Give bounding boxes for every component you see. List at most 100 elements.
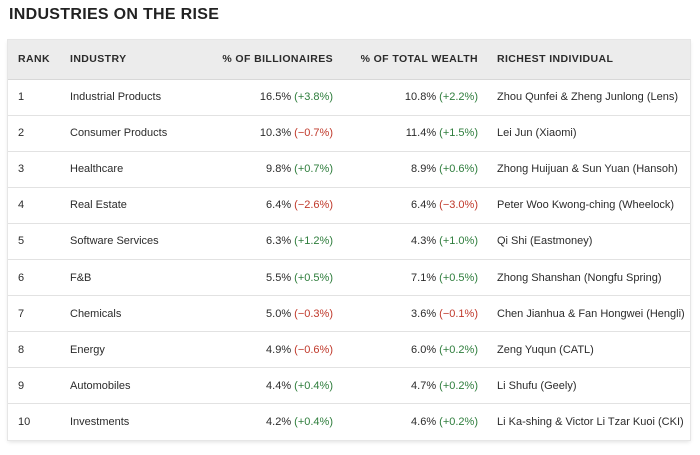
- table-row: 4 Real Estate 6.4% (−2.6%) 6.4% (−3.0%) Pete…: [8, 187, 690, 224]
- industry-cell: Industrial Products: [70, 91, 162, 104]
- pct-billionaires-cell: 5.0% (−0.3%): [188, 296, 333, 332]
- table-row: 3 Healthcare 9.8% (+0.7%) 8.9% (+0.6%) Zhong…: [8, 151, 690, 188]
- industry-cell: Automobiles: [70, 379, 131, 392]
- table-body: 1 Industrial Products 16.5% (+3.8%) 10.8% (…: [8, 79, 690, 440]
- richest-individual-cell: Zhou Qunfei & Zheng Junlong (Lens): [497, 91, 679, 104]
- pct-billionaires-change: (−0.3%): [294, 307, 333, 320]
- pct-wealth-cell: 4.7% (+0.2%): [333, 368, 478, 404]
- pct-billionaires-cell: 4.9% (−0.6%): [188, 332, 333, 368]
- pct-billionaires-value: 10.3%: [259, 127, 292, 140]
- column-header-pct-billionaires: % OF BILLIONAIRES: [188, 40, 333, 80]
- pct-wealth-cell: 8.9% (+0.6%): [333, 151, 478, 187]
- rank-cell: 3: [18, 163, 25, 176]
- pct-billionaires-cell: 4.2% (+0.4%): [188, 404, 333, 440]
- pct-billionaires-change: (+0.4%): [294, 416, 333, 429]
- industry-cell: Software Services: [70, 235, 159, 248]
- table-row: 2 Consumer Products 10.3% (−0.7%) 11.4% (+1…: [8, 115, 690, 152]
- pct-wealth-change: (+1.5%): [439, 127, 478, 140]
- pct-wealth-change: (+0.2%): [439, 343, 478, 356]
- pct-wealth-value: 4.3%: [411, 235, 437, 248]
- pct-wealth-cell: 4.3% (+1.0%): [333, 223, 478, 259]
- richest-individual-cell: Li Shufu (Geely): [497, 379, 577, 392]
- pct-billionaires-value: 4.4%: [266, 379, 292, 392]
- pct-wealth-value: 7.1%: [411, 271, 437, 284]
- pct-billionaires-value: 5.0%: [266, 307, 292, 320]
- richest-individual-cell: Li Ka-shing & Victor Li Tzar Kuoi (CKI): [497, 416, 684, 429]
- industry-cell: F&B: [70, 271, 92, 284]
- rank-cell: 1: [18, 91, 25, 104]
- column-header-industry: INDUSTRY: [70, 40, 188, 80]
- pct-wealth-value: 10.8%: [404, 91, 437, 104]
- pct-billionaires-cell: 5.5% (+0.5%): [188, 259, 333, 295]
- pct-wealth-cell: 11.4% (+1.5%): [333, 115, 478, 151]
- pct-billionaires-change: (−0.7%): [294, 127, 333, 140]
- richest-individual-cell: Lei Jun (Xiaomi): [497, 127, 577, 140]
- richest-individual-cell: Zhong Shanshan (Nongfu Spring): [497, 271, 662, 284]
- column-header-rank: RANK: [8, 40, 70, 80]
- header-row: RANK INDUSTRY % OF BILLIONAIRES % OF TOT…: [8, 40, 690, 80]
- pct-wealth-change: (+0.5%): [439, 271, 478, 284]
- pct-wealth-value: 6.0%: [411, 343, 437, 356]
- pct-wealth-change: (+0.2%): [439, 416, 478, 429]
- richest-individual-cell: Chen Jianhua & Fan Hongwei (Hengli): [497, 307, 685, 320]
- pct-wealth-value: 8.9%: [411, 163, 437, 176]
- pct-billionaires-cell: 9.8% (+0.7%): [188, 151, 333, 187]
- table-row: 7 Chemicals 5.0% (−0.3%) 3.6% (−0.1%) Chen J…: [8, 296, 690, 332]
- column-header-richest: RICHEST INDIVIDUAL: [478, 40, 690, 80]
- industry-cell: Energy: [70, 343, 105, 356]
- pct-wealth-change: (+1.0%): [439, 235, 478, 248]
- pct-billionaires-change: (+3.8%): [294, 91, 333, 104]
- pct-billionaires-change: (+0.4%): [294, 379, 333, 392]
- table-row: 6 F&B 5.5% (+0.5%) 7.1% (+0.5%) Zhong Shansh…: [8, 259, 690, 296]
- table-row: 1 Industrial Products 16.5% (+3.8%) 10.8% (…: [8, 79, 690, 116]
- richest-individual-cell: Peter Woo Kwong-ching (Wheelock): [497, 199, 675, 212]
- pct-billionaires-value: 6.3%: [266, 235, 292, 248]
- table-row: 5 Software Services 6.3% (+1.2%) 4.3% (+1.0…: [8, 223, 690, 260]
- pct-billionaires-value: 4.2%: [266, 416, 292, 429]
- pct-billionaires-cell: 6.4% (−2.6%): [188, 187, 333, 223]
- rank-cell: 8: [18, 343, 25, 356]
- pct-wealth-change: (+2.2%): [439, 91, 478, 104]
- pct-billionaires-value: 9.8%: [266, 163, 292, 176]
- pct-billionaires-change: (−2.6%): [294, 199, 333, 212]
- rank-cell: 9: [18, 379, 25, 392]
- pct-billionaires-cell: 10.3% (−0.7%): [188, 115, 333, 151]
- pct-wealth-value: 4.7%: [411, 379, 437, 392]
- pct-wealth-change: (−0.1%): [439, 307, 478, 320]
- pct-billionaires-value: 6.4%: [266, 199, 292, 212]
- rank-cell: 5: [18, 235, 25, 248]
- pct-wealth-value: 3.6%: [411, 307, 437, 320]
- page-title: INDUSTRIES ON THE RISE: [9, 6, 220, 23]
- industry-cell: Healthcare: [70, 163, 124, 176]
- rank-cell: 4: [18, 199, 25, 212]
- industry-cell: Real Estate: [70, 199, 127, 212]
- table-row: 8 Energy 4.9% (−0.6%) 6.0% (+0.2%) Zeng Yuqu…: [8, 332, 690, 368]
- pct-wealth-cell: 3.6% (−0.1%): [333, 296, 478, 332]
- pct-wealth-cell: 4.6% (+0.2%): [333, 404, 478, 440]
- pct-wealth-cell: 7.1% (+0.5%): [333, 259, 478, 295]
- rank-cell: 6: [18, 271, 25, 284]
- table-row: 10 Investments 4.2% (+0.4%) 4.6% (+0.2%) Li …: [8, 404, 690, 440]
- richest-individual-cell: Zeng Yuqun (CATL): [497, 343, 594, 356]
- pct-wealth-change: (−3.0%): [439, 199, 478, 212]
- pct-wealth-cell: 10.8% (+2.2%): [333, 79, 478, 115]
- industries-table: RANK INDUSTRY % OF BILLIONAIRES % OF TOT…: [8, 40, 690, 440]
- rank-cell: 10: [18, 416, 31, 429]
- pct-wealth-change: (+0.2%): [439, 379, 478, 392]
- rank-cell: 7: [18, 307, 25, 320]
- pct-billionaires-value: 4.9%: [266, 343, 292, 356]
- richest-individual-cell: Zhong Huijuan & Sun Yuan (Hansoh): [497, 163, 678, 176]
- pct-billionaires-value: 5.5%: [266, 271, 292, 284]
- pct-wealth-value: 6.4%: [411, 199, 437, 212]
- pct-wealth-value: 4.6%: [411, 416, 437, 429]
- pct-wealth-cell: 6.0% (+0.2%): [333, 332, 478, 368]
- table-row: 9 Automobiles 4.4% (+0.4%) 4.7% (+0.2%) Li S…: [8, 368, 690, 404]
- pct-billionaires-cell: 16.5% (+3.8%): [188, 79, 333, 115]
- industry-cell: Consumer Products: [70, 127, 168, 140]
- pct-wealth-change: (+0.6%): [439, 163, 478, 176]
- pct-wealth-cell: 6.4% (−3.0%): [333, 187, 478, 223]
- pct-billionaires-change: (+0.7%): [294, 163, 333, 176]
- industry-cell: Investments: [70, 416, 130, 429]
- pct-billionaires-cell: 6.3% (+1.2%): [188, 223, 333, 259]
- column-header-pct-wealth: % OF TOTAL WEALTH: [333, 40, 478, 80]
